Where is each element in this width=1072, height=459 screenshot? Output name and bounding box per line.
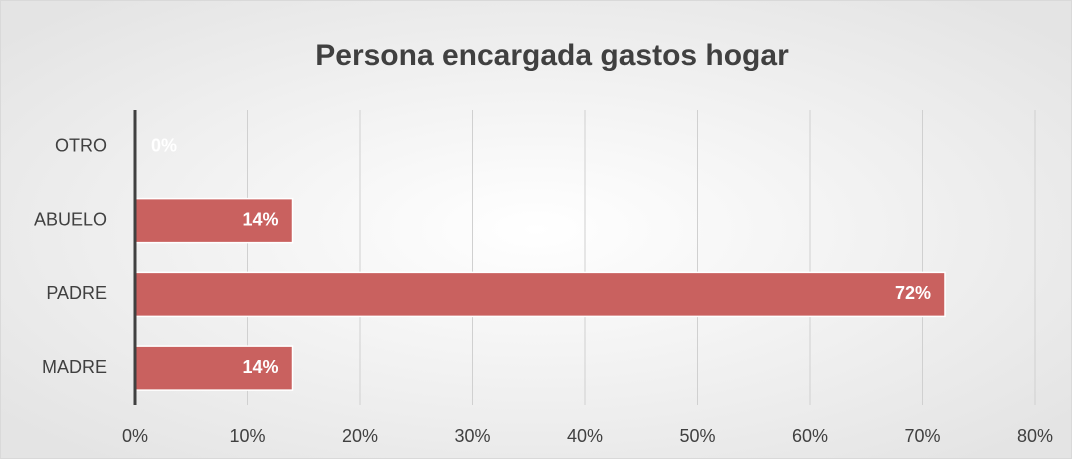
x-tick-label: 50% xyxy=(679,426,715,446)
bar xyxy=(134,197,294,244)
data-label: 14% xyxy=(242,209,278,229)
y-tick-label: MADRE xyxy=(42,357,107,377)
chart-title: Persona encargada gastos hogar xyxy=(315,39,789,72)
data-label: 14% xyxy=(242,357,278,377)
x-tick-label: 0% xyxy=(122,426,148,446)
x-tick-label: 60% xyxy=(792,426,828,446)
bar xyxy=(134,345,294,391)
y-tick-label: PADRE xyxy=(46,283,107,303)
x-tick-label: 10% xyxy=(229,426,265,446)
y-tick-label: OTRO xyxy=(55,136,107,156)
x-tick-label: 70% xyxy=(904,426,940,446)
bar xyxy=(134,271,946,318)
data-label: 0% xyxy=(151,136,177,156)
x-tick-label: 20% xyxy=(342,426,378,446)
y-tick-label: ABUELO xyxy=(34,209,107,229)
x-tick-label: 80% xyxy=(1017,426,1053,446)
data-label: 72% xyxy=(895,283,931,303)
x-tick-label: 30% xyxy=(454,426,490,446)
x-tick-label: 40% xyxy=(567,426,603,446)
